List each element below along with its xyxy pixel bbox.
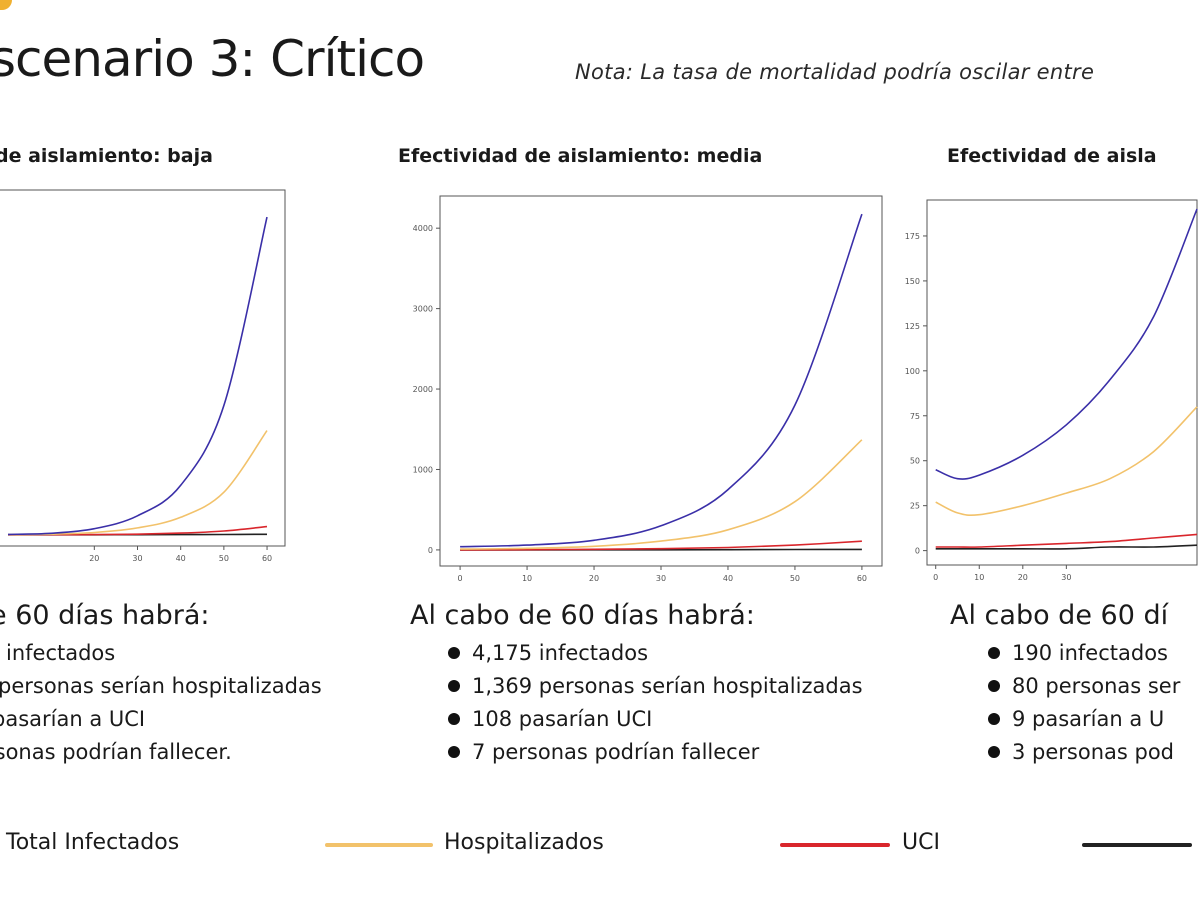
series-line — [460, 439, 863, 550]
bullet-icon — [988, 746, 1000, 758]
bullet-icon — [448, 746, 460, 758]
x-tick-label: 20 — [1018, 573, 1028, 582]
series-line — [7, 430, 268, 536]
series-line — [935, 406, 1198, 517]
list-item-text: infectados — [6, 641, 116, 665]
y-tick-label: 150 — [905, 277, 920, 286]
x-tick-label: 0 — [458, 574, 463, 583]
x-tick-label: 40 — [176, 554, 186, 563]
list-item-text: personas serían hospitalizadas — [0, 674, 322, 698]
series-line — [935, 544, 1198, 550]
x-tick-label: 60 — [262, 554, 272, 563]
bullet-icon — [448, 647, 460, 659]
list-item-text: 108 pasarían UCI — [472, 707, 653, 731]
x-tick-label: 30 — [1061, 573, 1071, 582]
page-title: scenario 3: Crítico — [0, 30, 425, 88]
bullet-icon — [988, 713, 1000, 725]
legend-label: Hospitalizados — [444, 830, 604, 855]
y-tick-label: 25 — [910, 502, 920, 511]
legend-line-swatch — [1082, 843, 1192, 847]
y-tick-label: 0 — [428, 546, 433, 555]
bullet-icon — [988, 647, 1000, 659]
x-tick-label: 10 — [522, 574, 532, 583]
legend-label: UCI — [902, 830, 940, 855]
x-tick-label: 40 — [723, 574, 733, 583]
list-item-text: 1,369 personas serían hospitalizadas — [472, 674, 863, 698]
x-tick-label: 50 — [790, 574, 800, 583]
x-tick-label: 50 — [219, 554, 229, 563]
legend-line-swatch — [325, 843, 433, 847]
x-tick-label: 0 — [933, 573, 938, 582]
plot-frame — [926, 199, 1198, 566]
y-tick-label: 2000 — [413, 385, 433, 394]
legend-line-swatch — [780, 843, 890, 847]
list-item-text: 190 infectados — [1012, 641, 1168, 665]
series-line — [935, 208, 1198, 480]
x-tick-label: 20 — [89, 554, 99, 563]
x-tick-label: 20 — [589, 574, 599, 583]
chart-media: 0 1000 2000 3000 4000 0 10 20 30 40 50 60 — [413, 195, 883, 583]
list-item-text: 4,175 infectados — [472, 641, 649, 665]
y-tick-label: 175 — [905, 232, 920, 241]
list-item-text: 9 pasarían a U — [1012, 707, 1165, 731]
summary-heading-baja: e 60 días habrá: — [0, 600, 210, 631]
bullet-icon — [448, 713, 460, 725]
y-tick-label: 50 — [910, 457, 920, 466]
y-tick-label: 1000 — [413, 465, 433, 474]
series-line — [7, 216, 268, 536]
x-tick-label: 30 — [656, 574, 666, 583]
legend: Total Infectados Hospitalizados UCI — [0, 830, 1200, 860]
list-item-text: 3 personas pod — [1012, 740, 1175, 764]
y-tick-label: 3000 — [413, 305, 433, 314]
y-tick-label: 0 — [915, 547, 920, 556]
legend-label: Total Infectados — [6, 830, 180, 855]
summary-heading-alta: Al cabo de 60 dí — [950, 600, 1169, 631]
x-tick-label: 10 — [974, 573, 984, 582]
x-tick-label: 60 — [857, 574, 867, 583]
list-item-text: 80 personas ser — [1012, 674, 1181, 698]
chart-baja: 20 30 40 50 60 — [0, 189, 286, 563]
panel-title-baja: de aislamiento: baja — [0, 145, 213, 167]
list-item-text: 7 personas podrían fallecer — [472, 740, 760, 764]
list-item-text: rsonas podrían fallecer. — [0, 740, 232, 764]
panel-title-media: Efectividad de aislamiento: media — [398, 145, 763, 167]
bullet-icon — [988, 680, 1000, 692]
y-tick-label: 75 — [910, 412, 920, 421]
series-line — [460, 540, 862, 551]
list-item-text: pasarían a UCI — [0, 707, 146, 731]
panel-title-alta: Efectividad de aisla — [947, 145, 1157, 167]
plot-frame — [0, 189, 286, 547]
y-tick-label: 125 — [905, 322, 920, 331]
summary-heading-media: Al cabo de 60 días habrá: — [410, 600, 755, 631]
chart-alta: 0 25 50 75 100 125 150 175 0 10 20 30 — [905, 199, 1198, 582]
mortality-note: Nota: La tasa de mortalidad podría oscil… — [575, 60, 1095, 84]
x-tick-label: 30 — [132, 554, 142, 563]
series-line — [460, 213, 863, 548]
series-line — [935, 533, 1198, 548]
plot-frame — [439, 195, 883, 567]
corner-accent — [0, 0, 12, 10]
y-tick-label: 100 — [905, 367, 920, 376]
y-tick-label: 4000 — [413, 224, 433, 233]
bullet-icon — [448, 680, 460, 692]
